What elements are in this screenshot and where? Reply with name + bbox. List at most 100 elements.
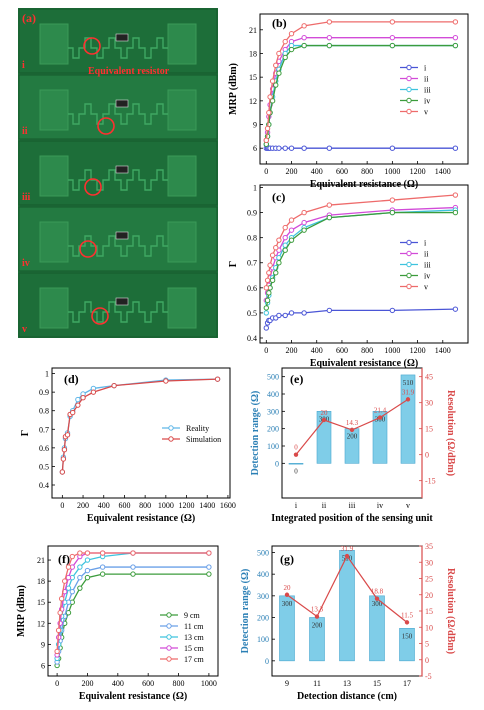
- data-point: [282, 54, 288, 61]
- data-point: [326, 145, 333, 151]
- y-tick-label: 18: [249, 49, 257, 58]
- y-tick-label: 15: [249, 73, 257, 82]
- data-point: [273, 270, 279, 276]
- x-tick-label: 600: [118, 501, 130, 510]
- line-value-label: 21.4: [374, 407, 387, 415]
- data-point: [65, 610, 72, 616]
- y-tick-label: 9: [253, 121, 257, 130]
- legend-entry: iv: [424, 272, 430, 281]
- data-point: [75, 402, 81, 408]
- data-point: [84, 574, 91, 581]
- legend-marker: [406, 250, 412, 257]
- data-point: [263, 285, 270, 291]
- data-point: [206, 571, 212, 577]
- data-point: [64, 432, 71, 438]
- data-point: [326, 214, 333, 221]
- data-point: [84, 550, 91, 556]
- panel-label: (e): [290, 372, 303, 386]
- x-tick-label: 800: [139, 501, 151, 510]
- data-point: [269, 252, 276, 258]
- data-point: [266, 109, 272, 116]
- y-tick-label: 0.9: [39, 388, 49, 397]
- data-point: [206, 550, 212, 556]
- x-tick-label: 600: [142, 679, 154, 688]
- legend-marker: [168, 436, 174, 442]
- legend-entry: 17 cm: [184, 655, 205, 664]
- x-tick-label: 0: [55, 679, 59, 688]
- data-point: [389, 197, 396, 203]
- bar: [369, 595, 385, 662]
- y-tick-label: 0: [265, 657, 269, 666]
- data-point: [263, 305, 270, 311]
- y-axis-label: Detection range (Ω): [250, 391, 261, 476]
- data-point: [266, 270, 272, 276]
- data-point: [276, 260, 282, 266]
- position-label-iv: iv: [22, 258, 30, 269]
- legend-marker: [406, 283, 412, 290]
- x-tick-label: 600: [336, 346, 348, 355]
- y-tick-label: 1: [253, 184, 257, 193]
- x-tick-label: 600: [336, 167, 348, 176]
- resolution-point: [293, 452, 299, 457]
- x-axis-label: Equivalent resistance (Ω): [87, 513, 195, 524]
- resolution-point: [377, 415, 383, 420]
- data-point: [61, 578, 68, 584]
- data-point: [266, 290, 272, 296]
- y-tick-label: 0.4: [247, 334, 257, 343]
- line-value-label: 20: [284, 584, 292, 592]
- x-tick-label: 1200: [410, 346, 426, 355]
- y-tick-label: 0.6: [39, 444, 49, 453]
- data-point: [263, 325, 270, 331]
- data-point: [65, 585, 72, 591]
- data-point: [282, 38, 288, 45]
- x-tick-label: i: [295, 501, 298, 510]
- bar-value-label: 510: [342, 554, 353, 562]
- x-axis-label: Detection distance (cm): [297, 691, 397, 702]
- line-value-label: 0: [294, 444, 298, 452]
- resolution-point: [349, 427, 355, 433]
- y2-tick-label: 15: [425, 607, 433, 616]
- y-tick-label: 0.5: [39, 462, 49, 471]
- data-point: [389, 42, 396, 49]
- panel-label: (d): [64, 372, 79, 386]
- data-point: [452, 34, 459, 41]
- data-point: [264, 125, 271, 132]
- y-tick-label: 500: [267, 373, 279, 382]
- line-value-label: 14.3: [346, 419, 359, 427]
- data-point: [77, 550, 83, 556]
- data-point: [263, 137, 270, 144]
- series-i: [263, 145, 459, 151]
- legend-entry: iii: [424, 86, 431, 95]
- data-point: [273, 244, 279, 251]
- data-point: [301, 145, 307, 151]
- panel-a-label: (a): [22, 11, 36, 25]
- x-tick-label: 800: [173, 679, 185, 688]
- data-point: [55, 627, 62, 634]
- legend-marker: [166, 656, 172, 662]
- y2-axis-label: Resolution (Ω/dBm): [445, 390, 456, 476]
- y2-tick-label: 15: [425, 425, 433, 434]
- bar-value-label: 200: [347, 433, 358, 441]
- plot-frame: [259, 184, 469, 344]
- panel-label: (c): [272, 190, 285, 204]
- y-tick-label: 200: [267, 425, 279, 434]
- chart-b: 0 200 400 600 800 1000 1200 14006912151821Equiv…: [228, 13, 469, 190]
- line-value-label: 31.9: [341, 545, 354, 553]
- legend-marker: [406, 239, 412, 246]
- series-v: [263, 19, 459, 144]
- y-tick-label: 0.5: [247, 309, 257, 318]
- y2-tick-label: 45: [425, 373, 433, 382]
- y-tick-label: 15: [37, 598, 45, 607]
- x-tick-label: 13: [343, 679, 351, 688]
- y-tick-label: 0.6: [247, 284, 257, 293]
- y-axis-label: MRP (dBm): [16, 585, 27, 637]
- data-point: [111, 382, 117, 389]
- data-point: [276, 50, 282, 57]
- x-tick-label: 0: [264, 167, 268, 176]
- legend-marker: [166, 634, 172, 640]
- data-point: [84, 567, 91, 574]
- data-point: [288, 237, 295, 243]
- data-point: [59, 469, 66, 475]
- x-axis-label: Equivalent resistance (Ω): [310, 358, 418, 369]
- position-label-ii: ii: [22, 126, 28, 137]
